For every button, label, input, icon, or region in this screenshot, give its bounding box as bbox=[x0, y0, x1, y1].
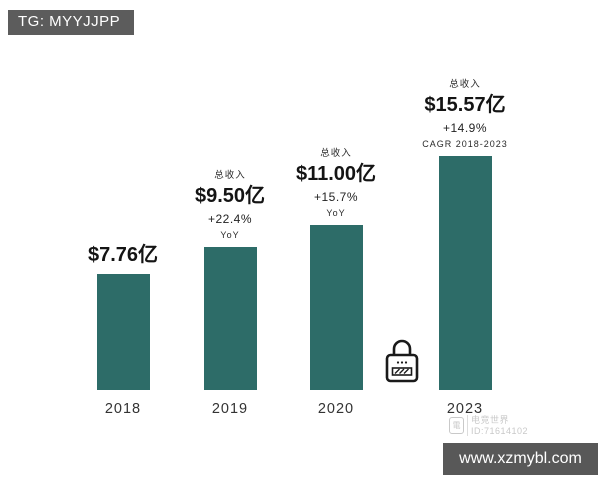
bar-group-2020: 总收入 $11.00亿 +15.7% YoY 2020 bbox=[271, 145, 401, 417]
bar-labels-2020: 总收入 $11.00亿 +15.7% YoY bbox=[296, 145, 376, 218]
series-header: 总收入 bbox=[449, 79, 481, 90]
bar-labels-2023: 总收入 $15.57亿 +14.9% CAGR 2018-2023 bbox=[422, 76, 508, 149]
growth-basis: CAGR 2018-2023 bbox=[422, 139, 508, 149]
tg-badge: TG: MYYJJPP bbox=[8, 10, 135, 35]
bar-labels-2018: $7.76亿 bbox=[88, 244, 158, 267]
padlock-icon bbox=[383, 336, 421, 384]
bar-2019 bbox=[203, 247, 257, 390]
watermark-logo-icon: 電 bbox=[449, 417, 464, 434]
growth-basis: YoY bbox=[326, 208, 346, 218]
bar-group-2023: 总收入 $15.57亿 +14.9% CAGR 2018-2023 2023 bbox=[400, 76, 530, 417]
bar-group-2019: 总收入 $9.50亿 +22.4% YoY 2019 bbox=[165, 167, 295, 417]
revenue-value: $11.00亿 bbox=[295, 163, 377, 185]
bar-labels-2019: 总收入 $9.50亿 +22.4% YoY bbox=[195, 167, 265, 240]
x-axis-label-2023: 2023 bbox=[446, 401, 484, 417]
growth-value: +22.4% bbox=[207, 212, 253, 226]
url-banner-text: www.xzmybl.com bbox=[459, 450, 582, 467]
revenue-value: $7.76亿 bbox=[87, 244, 159, 266]
x-axis-label-2019: 2019 bbox=[211, 401, 249, 417]
watermark: 電 电竞世界 ID:71614102 bbox=[449, 415, 528, 436]
bar-group-2018: $7.76亿 2018 bbox=[58, 244, 188, 417]
bar-2020 bbox=[309, 225, 363, 390]
growth-basis: YoY bbox=[220, 230, 240, 240]
bar-2018 bbox=[96, 274, 150, 390]
revenue-value: $15.57亿 bbox=[424, 94, 506, 116]
growth-value: +15.7% bbox=[313, 190, 359, 204]
x-axis-label-2020: 2020 bbox=[317, 401, 355, 417]
bar-2023 bbox=[438, 156, 492, 390]
tg-badge-label: TG: MYYJJPP bbox=[18, 13, 121, 30]
series-header: 总收入 bbox=[214, 170, 246, 181]
watermark-id: ID:71614102 bbox=[471, 425, 529, 436]
revenue-value: $9.50亿 bbox=[194, 185, 266, 207]
growth-value: +14.9% bbox=[442, 121, 488, 135]
url-banner: www.xzmybl.com bbox=[443, 443, 598, 475]
series-header: 总收入 bbox=[320, 148, 352, 159]
watermark-site: 电竞世界 bbox=[471, 415, 510, 425]
x-axis-label-2018: 2018 bbox=[104, 401, 142, 417]
